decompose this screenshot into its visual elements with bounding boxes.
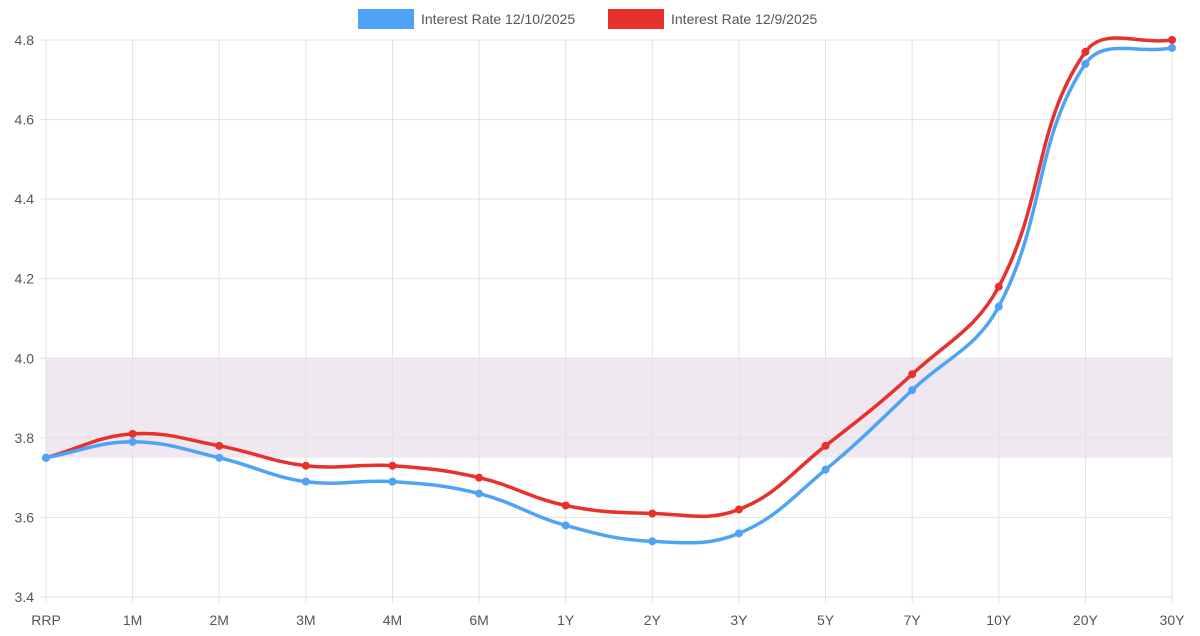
series-0 [42,43,1176,546]
legend-item-1[interactable]: Interest Rate 12/9/2025 [608,9,818,29]
x-tick-label: 4M [383,612,402,628]
y-tick-label: 4.8 [15,32,35,48]
data-point [1168,43,1176,52]
x-tick-label: 2M [210,612,229,628]
data-point [128,429,137,438]
shaded-band [46,358,1172,458]
y-tick-label: 4.4 [15,191,35,207]
series-lines [42,36,1176,546]
data-point [1081,47,1090,56]
series-line-0 [45,46,1173,545]
y-tick-label: 3.4 [15,589,35,605]
legend-swatch-0 [358,9,414,29]
shaded-band-rect [46,358,1172,458]
data-point [475,489,484,498]
data-point [648,509,657,518]
x-tick-label: 1M [123,612,142,628]
grid [40,39,1173,603]
data-point [1081,59,1090,68]
x-tick-label: 6M [469,612,488,628]
data-point [734,505,743,514]
x-tick-label: 3M [296,612,315,628]
data-point [994,302,1003,311]
data-point [734,529,743,538]
data-point [994,282,1003,291]
x-tick-label: 20Y [1073,612,1099,628]
data-point [388,477,397,486]
data-point [561,501,570,510]
x-tick-label: RRP [31,612,61,628]
data-point [42,453,50,462]
data-point [301,477,310,486]
data-point [215,441,224,450]
x-tick-label: 1Y [557,612,575,628]
data-point [908,370,917,379]
legend-swatch-1 [608,9,664,29]
y-tick-label: 4.0 [15,350,35,366]
y-tick-label: 4.2 [15,271,35,287]
data-point [648,537,657,546]
x-tick-label: 5Y [817,612,835,628]
y-tick-label: 4.6 [15,112,35,128]
legend-label-0: Interest Rate 12/10/2025 [421,11,575,27]
data-point [561,521,570,530]
x-tick-label: 30Y [1160,612,1186,628]
x-tick-label: 2Y [644,612,662,628]
y-tick-label: 3.6 [15,509,35,525]
x-axis: RRP 1M 2M 3M 4M 6M 1Y 2Y 3Y 5Y 7Y 10Y 20Y 30Y [31,612,1185,628]
legend[interactable]: Interest Rate 12/10/2025 Interest Rate 1… [358,9,818,29]
data-point [821,465,830,474]
data-point [301,461,310,470]
x-tick-label: 10Y [986,612,1012,628]
data-point [1168,36,1176,44]
data-point [475,473,484,482]
x-tick-label: 7Y [904,612,922,628]
data-point [388,461,397,470]
data-point [128,437,137,446]
x-tick-label: 3Y [730,612,748,628]
legend-label-1: Interest Rate 12/9/2025 [671,11,818,27]
legend-item-0[interactable]: Interest Rate 12/10/2025 [358,9,575,29]
y-axis: 3.4 3.6 3.8 4.0 4.2 4.4 4.6 4.8 [15,32,35,605]
data-point [215,453,224,462]
data-point [821,441,830,450]
y-tick-label: 3.8 [15,430,35,446]
data-point [908,386,917,395]
